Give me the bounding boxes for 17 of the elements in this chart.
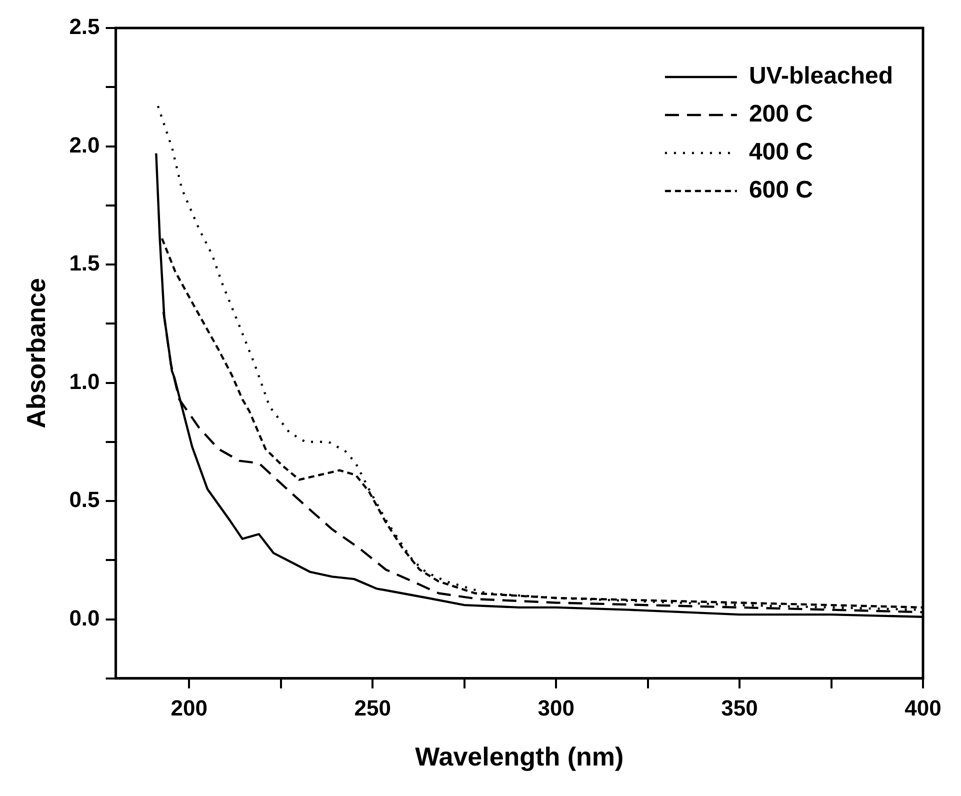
x-tick-label: 250 [354, 696, 391, 721]
y-tick-label: 1.0 [69, 368, 100, 394]
x-tick-label: 400 [904, 696, 942, 721]
legend-label: UV-bleached [748, 62, 893, 90]
y-axis-title: Absorbance [20, 278, 51, 428]
y-tick-label: 2.0 [69, 132, 100, 158]
x-tick-label: 200 [170, 696, 208, 721]
x-tick-label: 300 [538, 696, 574, 721]
y-tick-label: 0.5 [69, 487, 100, 512]
y-tick-label: 0.0 [69, 605, 100, 630]
legend-label: 200 C [748, 100, 813, 128]
legend-label: 400 C [748, 138, 813, 166]
legend-label: 600 C [748, 176, 813, 204]
y-tick-label: 2.5 [69, 14, 100, 40]
x-tick-label: 350 [721, 696, 758, 721]
y-tick-label: 1.5 [69, 250, 100, 276]
x-axis-title: Wavelength (nm) [415, 742, 624, 772]
